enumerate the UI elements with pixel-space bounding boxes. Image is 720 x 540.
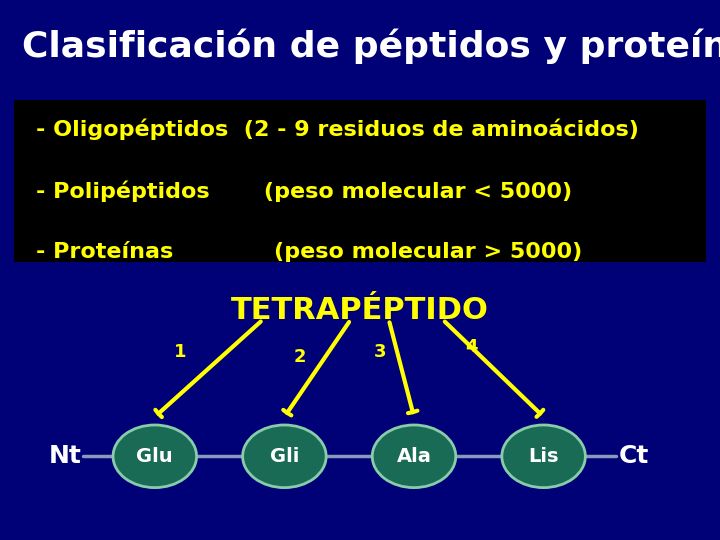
FancyBboxPatch shape <box>14 100 706 262</box>
Text: - Oligopéptidos  (2 - 9 residuos de aminoácidos): - Oligopéptidos (2 - 9 residuos de amino… <box>36 119 639 140</box>
Circle shape <box>113 425 197 488</box>
Text: 1: 1 <box>174 343 186 361</box>
Text: Gli: Gli <box>270 447 299 466</box>
Text: 3: 3 <box>374 343 386 361</box>
Text: Lis: Lis <box>528 447 559 466</box>
Text: - Proteínas             (peso molecular > 5000): - Proteínas (peso molecular > 5000) <box>36 241 582 261</box>
Circle shape <box>502 425 585 488</box>
Text: Nt: Nt <box>48 444 81 468</box>
Circle shape <box>243 425 326 488</box>
Text: Ala: Ala <box>397 447 431 466</box>
Circle shape <box>372 425 456 488</box>
Text: Clasificación de péptidos y proteínas: Clasificación de péptidos y proteínas <box>22 28 720 64</box>
Text: 4: 4 <box>465 338 478 356</box>
Text: - Polipéptidos       (peso molecular < 5000): - Polipéptidos (peso molecular < 5000) <box>36 181 572 202</box>
Text: Glu: Glu <box>137 447 173 466</box>
Text: TETRAPÉPTIDO: TETRAPÉPTIDO <box>231 296 489 325</box>
Text: Ct: Ct <box>618 444 649 468</box>
Text: 2: 2 <box>293 348 306 367</box>
